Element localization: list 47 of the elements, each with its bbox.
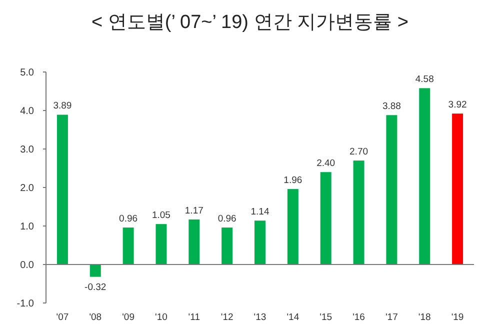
bar: [254, 220, 266, 264]
y-tick-label: 1.0: [20, 222, 34, 232]
data-label: -0.32: [84, 282, 106, 293]
y-tick-label: 5.0: [20, 68, 34, 78]
bar: [222, 228, 233, 264]
x-tick-label: '11: [188, 312, 200, 323]
data-label: 1.17: [184, 205, 204, 216]
bar: [56, 114, 68, 264]
x-tick-label: '15: [320, 312, 332, 323]
y-tick-label: 2.0: [20, 183, 34, 194]
data-label: 2.70: [350, 146, 368, 158]
y-tick-label: 4.0: [20, 106, 34, 117]
data-label: 4.58: [415, 74, 434, 86]
bar: [452, 114, 464, 264]
data-label: 1.14: [250, 206, 270, 218]
bar: [320, 172, 332, 264]
x-tick-label: '13: [254, 312, 266, 323]
bar: [188, 219, 200, 264]
data-label: 3.92: [448, 100, 467, 111]
bar: [353, 160, 364, 264]
data-label: 1.05: [152, 210, 170, 222]
data-label: 1.96: [284, 175, 302, 186]
y-tick-label: 0.0: [20, 260, 34, 271]
x-tick-label: '16: [352, 312, 365, 323]
bar: [419, 88, 430, 264]
y-tick-label: 3.0: [20, 144, 34, 156]
y-tick-label: -1.0: [16, 298, 34, 310]
x-tick-label: '17: [385, 312, 398, 323]
data-label: 0.96: [119, 214, 138, 225]
data-label: 3.89: [53, 100, 72, 112]
chart-title: < 연도별(’ 07~’ 19) 연간 지가변동률 >: [92, 12, 408, 33]
bar: [287, 189, 298, 264]
bar: [156, 224, 167, 264]
x-tick-label: '14: [286, 312, 300, 323]
bar: [386, 115, 398, 264]
x-tick-label: '08: [89, 312, 102, 323]
bar: [122, 228, 134, 264]
x-tick-label: '19: [451, 312, 464, 323]
x-tick-label: '07: [56, 312, 69, 323]
data-label: 3.88: [382, 101, 401, 112]
x-tick-label: '12: [220, 312, 234, 323]
x-tick-label: '09: [122, 312, 135, 323]
bar: [90, 264, 101, 277]
x-tick-label: '18: [418, 312, 431, 323]
data-label: 2.40: [316, 158, 336, 170]
data-label: 0.96: [218, 214, 236, 225]
x-tick-label: '10: [155, 312, 168, 323]
